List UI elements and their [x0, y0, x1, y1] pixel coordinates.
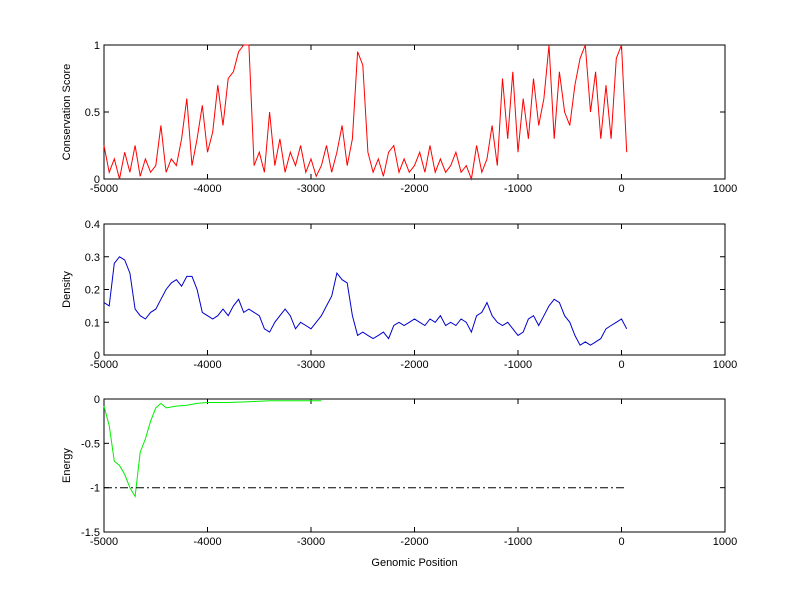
x-tick-label: -2000	[400, 359, 428, 371]
x-tick-label: 1000	[713, 359, 737, 371]
axes	[103, 44, 726, 180]
y-tick-label: 0	[94, 394, 100, 406]
axes	[103, 398, 726, 533]
x-tick-label: -3000	[297, 536, 325, 548]
x-tick-label: -4000	[193, 359, 221, 371]
x-tick-label: -2000	[400, 183, 428, 195]
x-tick-label: -1000	[504, 359, 532, 371]
y-tick-label: 0	[94, 174, 100, 186]
y-tick-label: 0	[94, 350, 100, 362]
x-tick-label: 0	[618, 359, 624, 371]
data-line	[103, 400, 322, 499]
y-axis-label: Energy	[61, 448, 73, 483]
data-line	[103, 44, 628, 181]
y-tick-label: 0.1	[85, 317, 100, 329]
x-tick-label: -5000	[90, 183, 118, 195]
y-tick-label: 0.3	[85, 252, 100, 264]
data-line	[103, 256, 628, 346]
x-tick-label: -1000	[504, 536, 532, 548]
x-tick-label: -3000	[297, 183, 325, 195]
axes	[103, 223, 726, 356]
y-tick-label: 0.4	[85, 219, 100, 231]
x-tick-label: 1000	[713, 536, 737, 548]
x-tick-label: -1000	[504, 183, 532, 195]
y-tick-label: 1	[94, 40, 100, 52]
x-tick-label: 0	[618, 183, 624, 195]
x-tick-label: -4000	[193, 536, 221, 548]
x-axis-label: Genomic Position	[371, 557, 457, 569]
y-tick-label: 0.2	[85, 285, 100, 297]
x-tick-label: 1000	[713, 183, 737, 195]
x-tick-label: 0	[618, 536, 624, 548]
x-tick-label: -3000	[297, 359, 325, 371]
y-tick-label: 0.5	[85, 107, 100, 119]
y-tick-label: -1.5	[81, 527, 100, 539]
y-axis-label: Conservation Score	[61, 64, 73, 161]
x-tick-label: -2000	[400, 536, 428, 548]
y-tick-label: -0.5	[81, 438, 100, 450]
y-axis-label: Density	[61, 271, 73, 308]
x-tick-label: -4000	[193, 183, 221, 195]
x-tick-label: -5000	[90, 359, 118, 371]
y-tick-label: -1	[90, 483, 100, 495]
x-tick-label: -5000	[90, 536, 118, 548]
